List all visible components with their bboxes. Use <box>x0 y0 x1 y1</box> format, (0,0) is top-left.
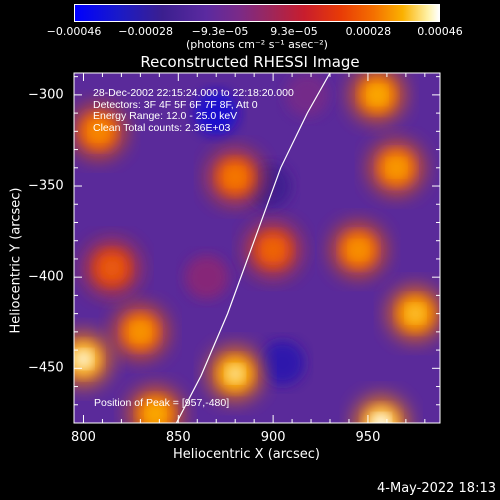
bright-region-3 <box>74 333 110 386</box>
x-tick-label: 950 <box>355 430 381 445</box>
y-tick-label: −400 <box>28 269 64 285</box>
bright-region-core <box>132 323 149 340</box>
bright-region-core <box>407 305 424 322</box>
bright-region-core <box>350 241 367 258</box>
bright-region-core <box>227 168 244 185</box>
bright-region-core <box>147 405 164 422</box>
colorbar-gradient <box>75 5 439 21</box>
bright-region-5 <box>209 150 262 203</box>
colorbar-tick-label: −0.00046 <box>46 25 102 38</box>
bright-region-9 <box>370 141 423 194</box>
time-range-text: 28-Dec-2002 22:15:24.000 to 22:18:20.000 <box>93 87 294 99</box>
plot-frame <box>73 72 441 424</box>
colorbar-tick-label: 0.00046 <box>417 25 463 38</box>
bright-region-2 <box>114 305 167 358</box>
colorbar <box>74 4 440 22</box>
chart-title: Reconstructed RHESSI Image <box>140 53 360 71</box>
plot-timestamp: 4-May-2022 18:13 <box>377 481 496 496</box>
bright-region-7 <box>247 223 300 276</box>
bright-region-1 <box>85 242 138 295</box>
dim-region-0 <box>194 91 239 136</box>
bright-region-6 <box>209 347 262 400</box>
y-tick-label: −300 <box>28 87 64 103</box>
colorbar-tick-label: 0.00028 <box>345 25 392 38</box>
x-axis-label: Heliocentric X (arcsec) <box>173 447 320 462</box>
bright-region-core <box>103 260 120 277</box>
bright-region-11 <box>389 287 440 340</box>
bright-region-core <box>90 123 107 140</box>
y-tick-label: −450 <box>28 360 64 376</box>
bright-region-core <box>227 365 244 382</box>
image-info-block: 28-Dec-2002 22:15:24.000 to 22:18:20.000… <box>93 87 294 134</box>
bright-region-10 <box>332 223 385 276</box>
x-tick-label: 800 <box>71 430 96 445</box>
bright-region-8 <box>351 73 404 121</box>
bright-region-core <box>373 415 390 423</box>
x-tick-label: 900 <box>260 430 286 445</box>
dim-region-2 <box>260 340 305 385</box>
bright-region-4 <box>129 387 182 423</box>
heatmap-layer <box>74 73 440 423</box>
detectors-text: Detectors: 3F 4F 5F 6F 7F 8F, Att 0 <box>93 98 258 111</box>
method-counts-text: Clean Total counts: 2.36E+03 <box>93 121 231 134</box>
bright-region-core <box>265 241 282 258</box>
solar-limb-curve <box>175 73 331 423</box>
colorbar-tick-label: −9.3e−05 <box>191 25 249 38</box>
bright-region-core <box>388 159 405 176</box>
axes-layer <box>73 72 441 424</box>
bright-region-0 <box>74 105 125 158</box>
peak-position-text: Position of Peak = [957,-480] <box>94 397 230 409</box>
colorbar-tick-label: 9.3e−05 <box>270 25 318 38</box>
colorbar-tick-label: −0.00028 <box>118 25 173 38</box>
bright-region-core <box>369 86 386 103</box>
y-axis-label: Heliocentric Y (arcsec) <box>8 187 24 334</box>
dim-region-3 <box>184 255 229 300</box>
colorbar-unit-label: (photons cm⁻² s⁻¹ asec⁻²) <box>186 38 328 51</box>
y-tick-label: −350 <box>28 178 64 194</box>
bright-region-core <box>75 351 92 368</box>
energy-range-text: Energy Range: 12.0 - 25.0 keV <box>93 110 238 122</box>
dim-region-4 <box>285 73 330 117</box>
x-tick-label: 850 <box>165 430 191 445</box>
